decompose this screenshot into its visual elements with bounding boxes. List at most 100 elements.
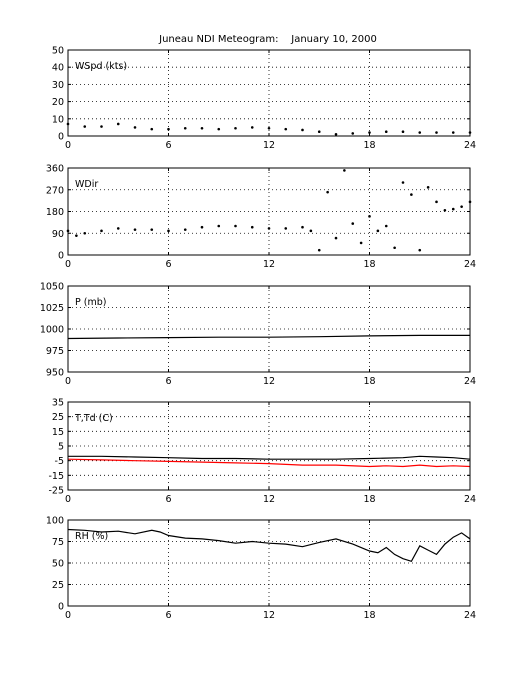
x-tick-label: 24	[464, 259, 476, 270]
data-point	[451, 207, 455, 211]
data-point	[167, 127, 170, 131]
data-point	[393, 246, 396, 250]
data-point	[200, 126, 204, 130]
y-tick-label: 0	[58, 602, 64, 613]
y-tick-label: 25	[52, 412, 64, 423]
data-point	[150, 127, 154, 131]
y-tick-label: 180	[46, 207, 64, 218]
plot-area	[68, 50, 470, 136]
series-line-1	[68, 455, 471, 460]
y-tick-label: 50	[52, 46, 64, 57]
x-tick-label: 6	[165, 494, 171, 505]
x-tick-label: 0	[65, 259, 71, 270]
data-point	[83, 231, 87, 235]
y-tick-label: 90	[52, 229, 64, 240]
series-line-2	[67, 458, 471, 468]
data-point	[133, 126, 137, 129]
data-point	[334, 132, 338, 136]
x-tick-label: 24	[464, 376, 476, 387]
y-tick-label: 100	[46, 516, 64, 527]
panel-label: T,Td (C)	[74, 413, 113, 424]
x-tick-label: 24	[464, 494, 476, 505]
data-point	[83, 125, 87, 128]
y-tick-label: 1050	[40, 282, 64, 293]
data-point	[384, 224, 388, 228]
data-point	[418, 248, 422, 252]
x-tick-label: 6	[165, 140, 171, 151]
data-point	[234, 224, 237, 228]
y-tick-label: 50	[52, 559, 64, 570]
data-point	[309, 229, 313, 233]
y-tick-label: 270	[46, 185, 64, 196]
data-point	[301, 225, 304, 229]
panel-3: 0 6 12 18 24 950 975 1000 1025 1050 P (mb)	[40, 282, 476, 388]
x-tick-label: 6	[165, 610, 171, 621]
data-point	[167, 229, 170, 233]
data-point	[217, 224, 221, 228]
y-tick-label: -15	[48, 471, 64, 482]
data-point	[150, 228, 154, 231]
y-tick-label: 10	[52, 114, 64, 125]
series-line-1	[67, 528, 471, 563]
series-line-1	[67, 334, 470, 340]
data-point	[267, 126, 271, 130]
x-tick-label: 0	[65, 610, 71, 621]
figure-title: Juneau NDI Meteogram: January 10, 2000	[158, 34, 377, 45]
x-tick-label: 12	[263, 494, 275, 505]
x-tick-label: 24	[464, 140, 476, 151]
x-tick-label: 12	[263, 376, 275, 387]
x-tick-label: 18	[363, 610, 375, 621]
panel-label: WSpd (kts)	[75, 61, 127, 72]
x-tick-label: 18	[363, 376, 375, 387]
y-tick-label: 950	[46, 368, 64, 379]
data-point	[75, 234, 78, 237]
panel-1: 0 6 12 18 24 0 10 20 30 40 50 WSpd (kts)	[52, 46, 476, 152]
data-point	[317, 130, 321, 133]
data-point	[376, 229, 380, 233]
y-tick-label: 25	[52, 580, 64, 591]
data-point	[116, 122, 120, 126]
data-point	[284, 227, 288, 230]
y-tick-label: 1025	[40, 303, 64, 314]
y-tick-label: 75	[52, 537, 64, 548]
data-point	[351, 222, 355, 225]
data-point	[418, 131, 422, 134]
x-tick-label: 12	[263, 259, 275, 270]
data-point	[250, 225, 254, 229]
panel-label: P (mb)	[75, 297, 106, 308]
x-tick-label: 0	[65, 140, 71, 151]
panel-label: WDir	[75, 179, 98, 190]
data-point	[410, 193, 413, 196]
data-point	[460, 205, 463, 208]
data-point	[351, 132, 355, 135]
data-point	[368, 131, 371, 134]
data-point	[183, 228, 187, 231]
x-tick-label: 6	[165, 259, 171, 270]
y-tick-label: 15	[52, 427, 64, 438]
y-tick-label: -25	[48, 486, 64, 497]
y-tick-label: 30	[52, 80, 64, 91]
panel-5: 0 6 12 18 24 0 25 50 75 100 RH (%)	[46, 516, 476, 622]
x-tick-label: 0	[65, 494, 71, 505]
data-point	[234, 126, 237, 130]
data-point	[267, 227, 271, 230]
data-point	[284, 127, 288, 131]
data-point	[426, 186, 430, 189]
y-tick-label: 975	[46, 346, 64, 357]
data-point	[200, 225, 204, 229]
x-tick-label: 0	[65, 376, 71, 387]
y-tick-label: 360	[46, 164, 64, 175]
data-point	[451, 131, 455, 134]
data-point	[217, 127, 221, 131]
data-point	[116, 227, 120, 230]
x-tick-label: 24	[464, 610, 476, 621]
y-tick-label: 20	[52, 97, 64, 108]
data-point	[100, 125, 103, 128]
x-tick-label: 12	[263, 610, 275, 621]
x-tick-label: 18	[363, 259, 375, 270]
y-tick-label: 35	[52, 398, 64, 409]
y-tick-label: 1000	[40, 325, 64, 336]
data-point	[435, 131, 438, 134]
data-point	[250, 126, 254, 129]
